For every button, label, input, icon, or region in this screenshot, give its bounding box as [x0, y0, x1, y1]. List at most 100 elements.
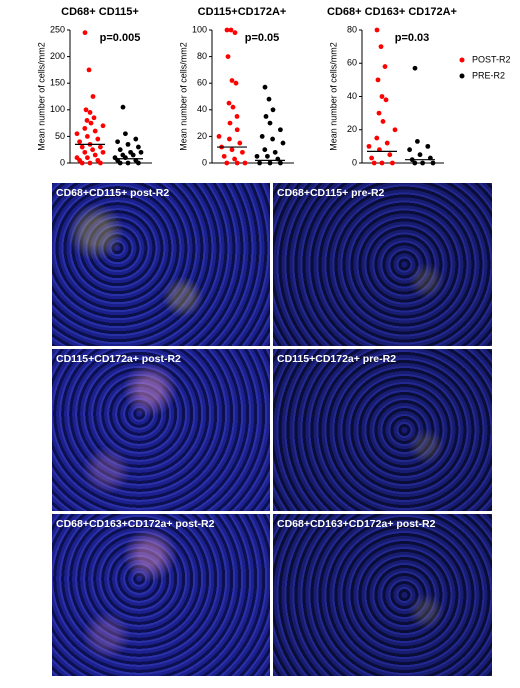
chart-title: CD68+ CD115+: [61, 6, 139, 18]
data-point: [240, 149, 245, 155]
data-point: [262, 147, 268, 153]
data-point: [278, 160, 283, 166]
data-point: [95, 136, 101, 142]
legend-marker: [459, 57, 465, 63]
data-point: [371, 160, 377, 166]
panel-label: CD68+CD115+ post-R2: [56, 187, 170, 199]
data-point: [87, 160, 93, 166]
data-point: [136, 160, 141, 166]
data-point: [88, 120, 94, 126]
data-point: [224, 160, 230, 166]
data-point: [417, 152, 423, 158]
data-point: [263, 114, 269, 119]
data-point: [375, 77, 381, 83]
data-point: [136, 144, 141, 150]
data-point: [79, 144, 85, 150]
data-point: [79, 160, 85, 166]
data-point: [366, 143, 372, 149]
data-point: [92, 152, 98, 158]
data-point: [225, 54, 231, 59]
y-tick-label: 200: [50, 51, 65, 61]
data-point: [392, 127, 398, 133]
data-point: [117, 147, 123, 153]
micrograph: CD115+CD172a+ pre-R2: [273, 349, 492, 511]
legend-label: PRE-R2: [472, 70, 505, 80]
y-tick-label: 40: [197, 104, 207, 114]
data-point: [83, 107, 89, 113]
y-tick-label: 100: [50, 104, 65, 114]
data-point: [390, 160, 395, 166]
data-point: [82, 149, 88, 155]
data-point: [100, 123, 106, 129]
data-point: [383, 97, 389, 103]
data-point: [278, 127, 283, 133]
annotation: p=0.03: [395, 32, 430, 44]
data-point: [77, 139, 82, 145]
data-point: [117, 160, 123, 166]
data-point: [378, 44, 384, 50]
data-point: [280, 140, 286, 146]
y-tick-label: 80: [347, 24, 357, 34]
annotation: p=0.005: [100, 32, 141, 44]
data-point: [85, 155, 90, 161]
data-point: [90, 147, 95, 153]
micrograph: CD115+CD172a+ post-R2: [52, 349, 270, 511]
data-point: [125, 160, 131, 166]
y-tick-label: 20: [197, 131, 207, 141]
panel-label: CD68+CD163+CD172a+ post-R2: [56, 518, 215, 530]
chart-title: CD68+ CD163+ CD172A+: [327, 6, 457, 18]
y-tick-label: 250: [50, 24, 65, 34]
data-point: [228, 27, 234, 33]
y-tick-label: 0: [202, 157, 207, 167]
panel-label: CD115+CD172a+ post-R2: [56, 353, 181, 365]
data-point: [242, 160, 248, 166]
plots: CD68+ CD115+ Mean number of cells/mm2 0 50 1…: [36, 6, 511, 167]
data-point: [380, 119, 386, 124]
data-point: [272, 149, 278, 155]
y-tick-label: 0: [60, 157, 65, 167]
data-point: [234, 160, 240, 166]
data-point: [384, 140, 390, 146]
y-tick-label: 60: [347, 58, 357, 68]
panel-label: CD115+CD172a+ pre-R2: [277, 353, 397, 365]
y-tick-label: 20: [347, 124, 357, 134]
data-point: [227, 120, 233, 126]
data-point: [415, 138, 420, 144]
data-point: [229, 78, 235, 83]
data-point: [133, 136, 139, 142]
data-point: [82, 30, 88, 36]
data-point: [382, 64, 388, 69]
data-point: [407, 147, 412, 153]
micrograph: CD68+CD163+CD172a+ post-R2: [273, 514, 492, 676]
data-point: [376, 110, 382, 116]
data-point: [86, 67, 92, 73]
y-tick-label: 100: [192, 24, 207, 34]
data-point: [229, 147, 235, 153]
y-tick-label: 80: [197, 51, 207, 61]
legend-marker: [459, 73, 465, 79]
data-point: [87, 110, 93, 115]
data-point: [267, 160, 273, 166]
data-point: [266, 96, 272, 102]
y-tick-label: 150: [50, 78, 65, 88]
data-point: [130, 152, 136, 158]
data-point: [74, 131, 80, 137]
data-point: [267, 120, 273, 126]
data-point: [262, 84, 268, 90]
y-tick-label: 50: [55, 131, 65, 141]
data-point: [412, 65, 418, 71]
data-point: [216, 134, 222, 139]
data-point: [120, 104, 126, 110]
data-point: [412, 160, 418, 166]
legend-label: POST-R2: [472, 54, 511, 64]
data-point: [387, 152, 393, 158]
data-point: [98, 144, 103, 150]
data-point: [369, 155, 374, 161]
micrograph: CD68+CD163+CD172a+ post-R2: [52, 514, 270, 676]
data-point: [91, 115, 97, 121]
data-point: [125, 141, 131, 147]
data-point: [257, 160, 262, 166]
data-point: [100, 149, 106, 155]
data-point: [233, 80, 239, 86]
